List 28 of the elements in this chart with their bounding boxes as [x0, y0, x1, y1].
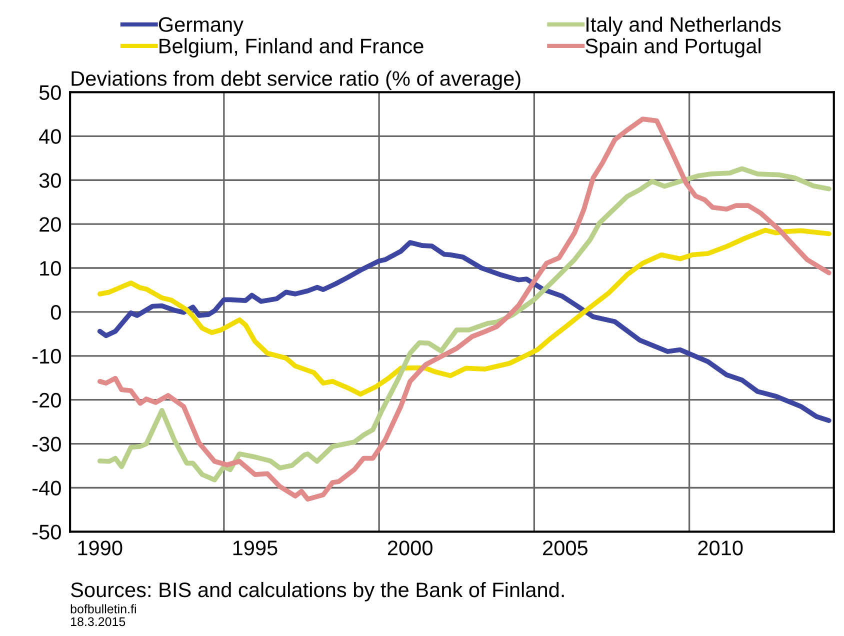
x-tick-label: 1995	[233, 540, 278, 556]
y-tick-label: 20	[40, 217, 61, 232]
x-tick-label: 2000	[388, 540, 432, 556]
y-tick-label: -20	[32, 392, 61, 408]
legend-label: Germany	[158, 17, 244, 36]
x-tick-label: 2010	[698, 540, 743, 556]
y-tick-label: 50	[39, 85, 61, 100]
line-series	[97, 228, 832, 397]
line-series	[97, 240, 832, 423]
line-series	[97, 166, 832, 482]
y-tick-label: 0	[50, 304, 61, 320]
x-tick-label: 2005	[543, 540, 588, 556]
y-tick-label: 30	[39, 173, 61, 188]
y-tick-label: 40	[39, 129, 61, 144]
y-tick-label: -50	[32, 524, 61, 540]
y-tick-label: -40	[32, 480, 61, 496]
legend-label: Italy and Netherlands	[586, 16, 781, 36]
source-note: Sources: BIS and calculations by the Bank of Finland.	[71, 582, 564, 602]
legend-label: Spain and Portugal	[586, 38, 760, 58]
text: 18.3.2015	[71, 617, 126, 626]
text: bofbulletin.fi	[70, 604, 136, 614]
y-tick-label: 10	[40, 261, 61, 276]
legend-label: Belgium, Finland and France	[160, 38, 424, 58]
line-series	[97, 116, 832, 502]
y-tick-label: -10	[32, 348, 61, 364]
y-tick-label: -30	[32, 436, 61, 452]
x-tick-label: 1990	[78, 540, 122, 556]
y-axis-title: Deviations from debt service ratio (% of average)	[72, 70, 520, 90]
